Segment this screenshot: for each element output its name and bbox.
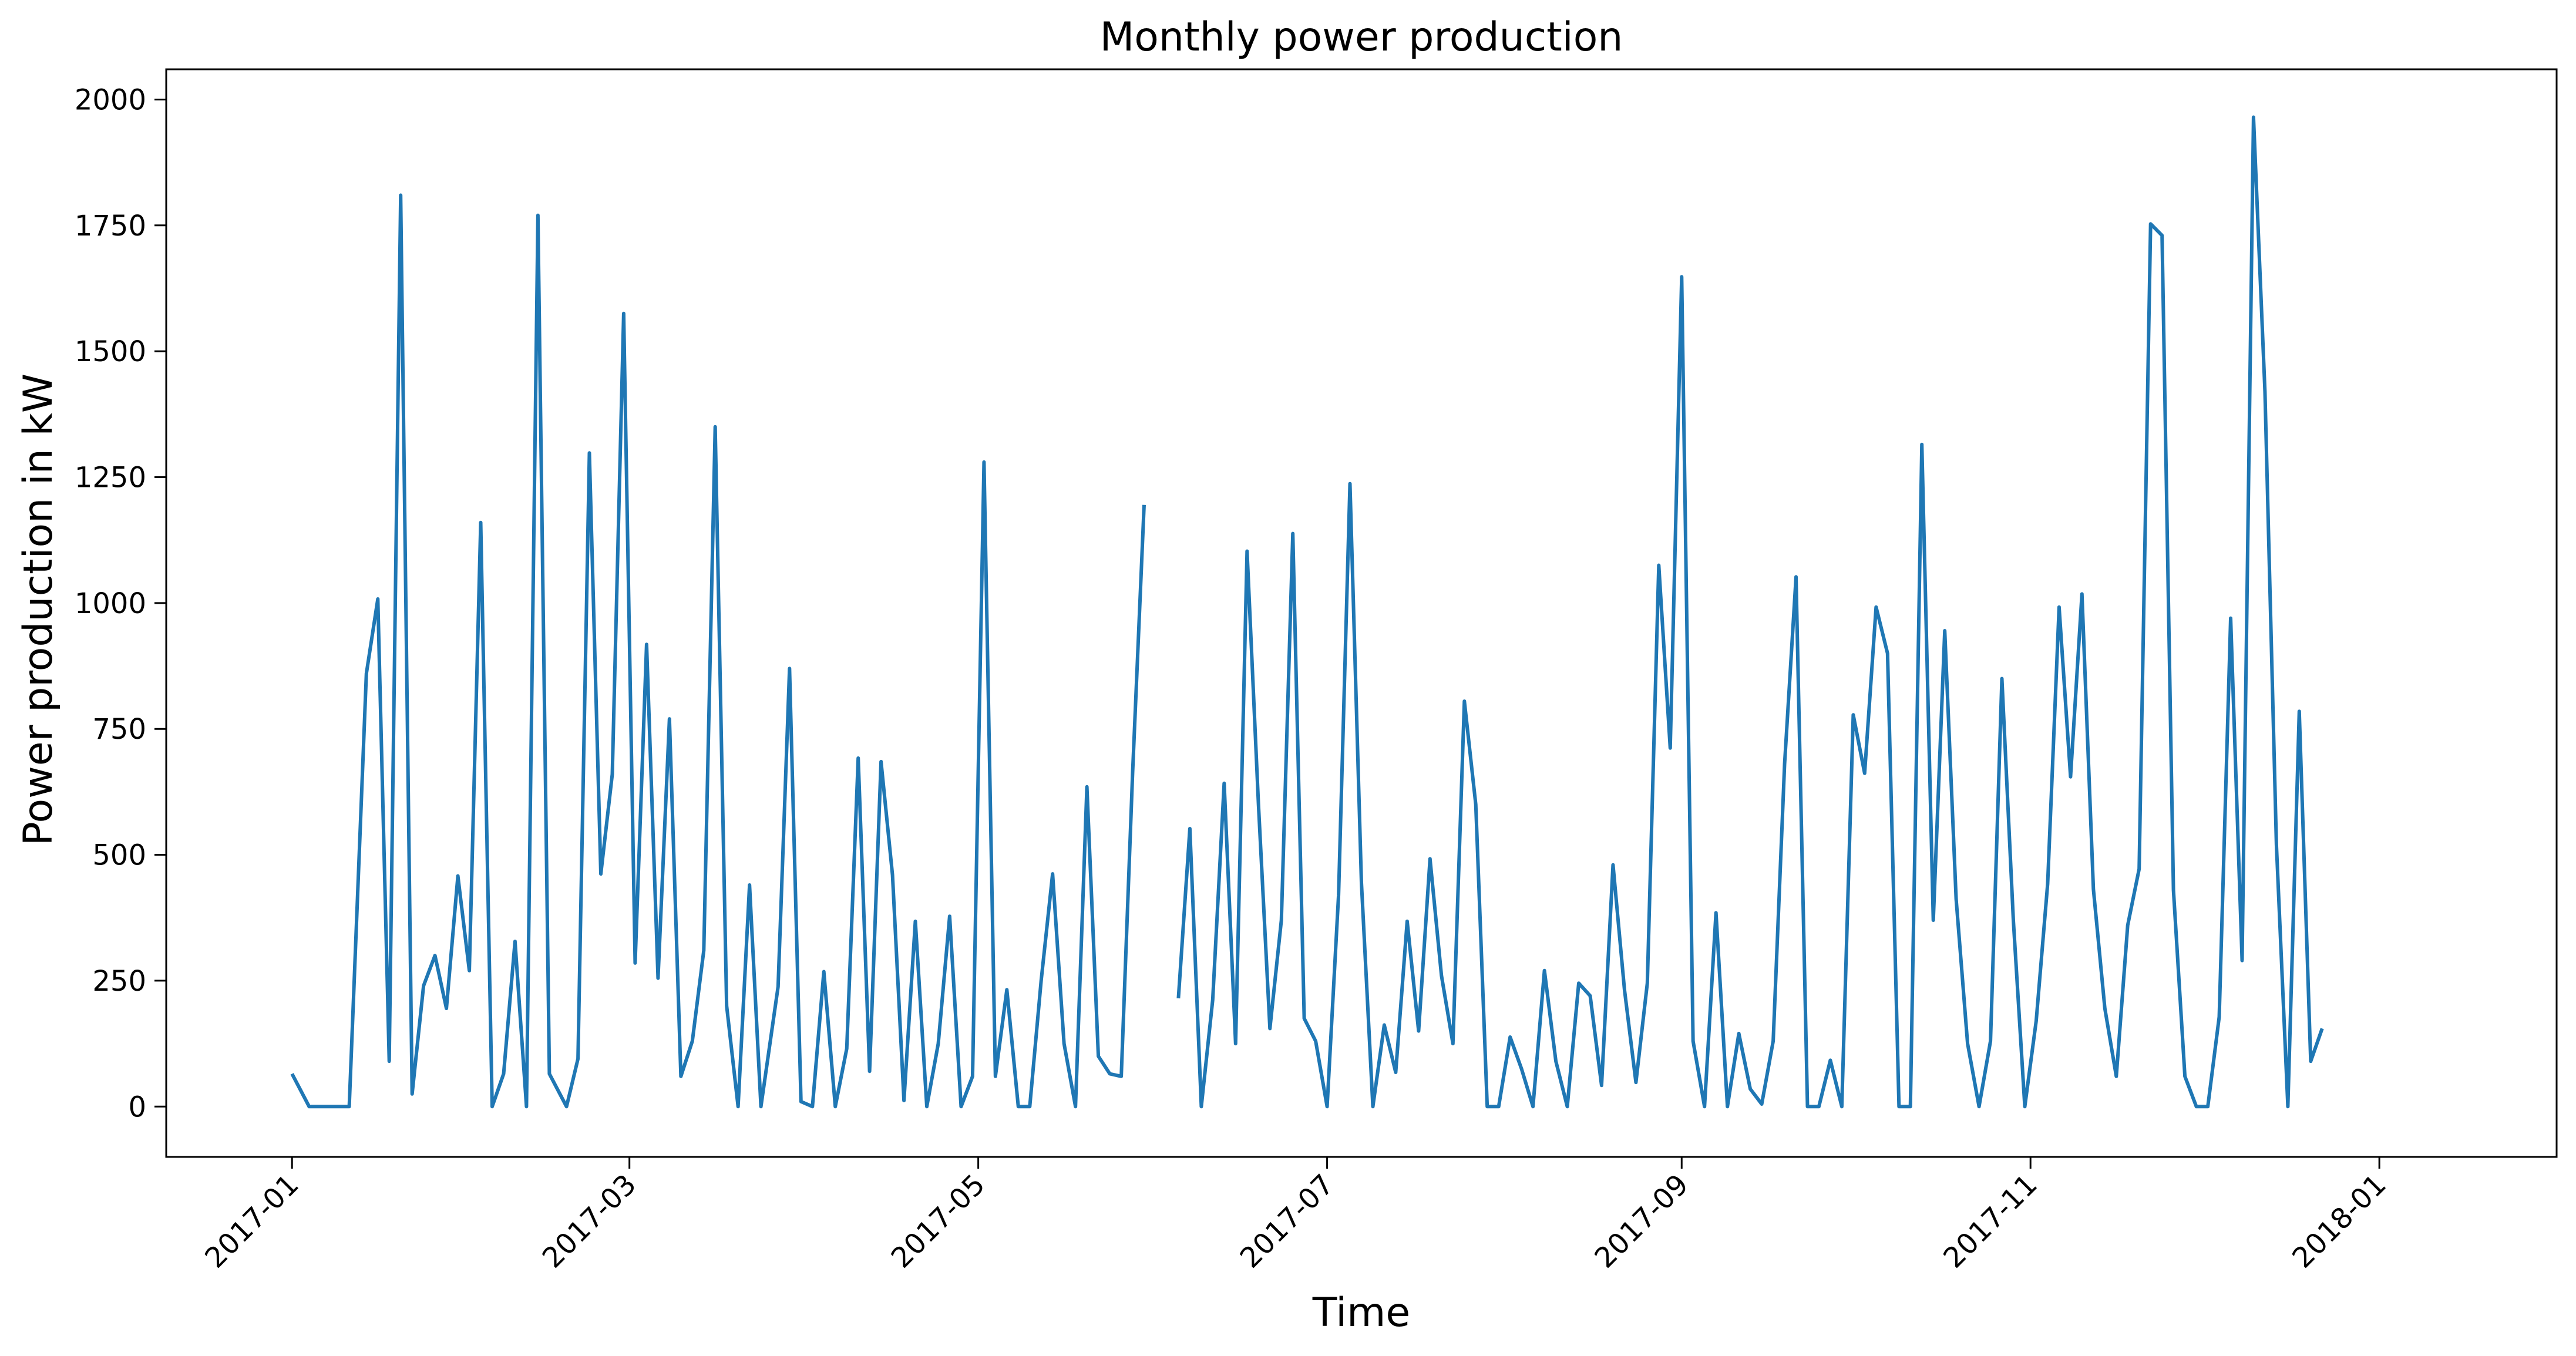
y-tick-label: 1500	[75, 335, 146, 368]
series-line-segment-1	[290, 193, 1146, 1109]
x-axis-label: Time	[1312, 1290, 1410, 1336]
y-tick-label: 750	[92, 713, 146, 746]
y-tick-label: 0	[128, 1091, 146, 1123]
y-tick-label: 2000	[75, 83, 146, 116]
y-tick-label: 250	[92, 965, 146, 998]
y-tick-label: 1750	[75, 210, 146, 243]
y-tick-label: 1000	[75, 587, 146, 620]
y-axis-label: Power production in kW	[15, 374, 62, 846]
y-tick-label: 1250	[75, 462, 146, 494]
plot-frame	[165, 68, 2558, 1158]
chart-title: Monthly power production	[1100, 14, 1623, 60]
y-tick-label: 500	[92, 839, 146, 872]
series-line-segment-2	[1176, 115, 2324, 1109]
